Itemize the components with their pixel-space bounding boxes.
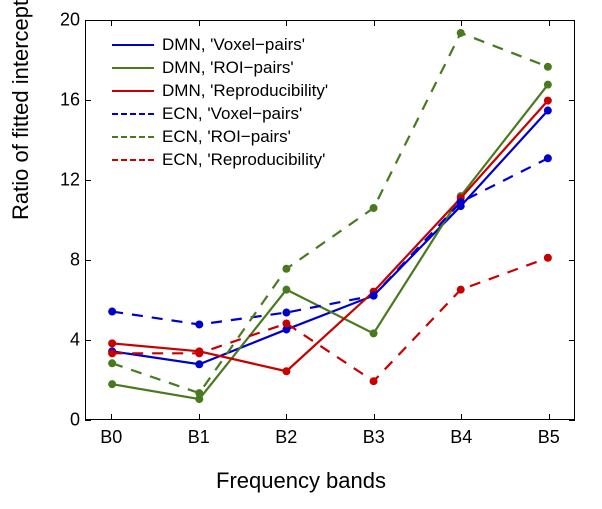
series-marker (108, 380, 116, 388)
legend-item: DMN, 'ROI−pairs' (112, 56, 328, 79)
legend-label: ECN, 'Voxel−pairs' (162, 104, 302, 124)
y-tick-label: 16 (40, 90, 80, 111)
series-marker (195, 360, 203, 368)
x-tick-label: B1 (188, 427, 210, 448)
y-tick-label: 20 (40, 10, 80, 31)
series-marker (370, 329, 378, 337)
legend-swatch (112, 113, 154, 115)
legend-swatch (112, 159, 154, 161)
legend-label: DMN, 'ROI−pairs' (162, 58, 294, 78)
series-marker (544, 97, 552, 105)
legend-swatch (112, 90, 154, 92)
series-marker (544, 63, 552, 71)
series-marker (282, 367, 290, 375)
x-axis-label: Frequency bands (0, 468, 602, 494)
y-tick-label: 4 (40, 330, 80, 351)
chart-container: Ratio of fitted intercepts over slopes F… (0, 0, 602, 509)
series-marker (457, 198, 465, 206)
series-marker (195, 389, 203, 397)
series-marker (457, 286, 465, 294)
series-marker (108, 339, 116, 347)
legend-item: ECN, 'Reproducibility' (112, 148, 328, 171)
series-marker (282, 265, 290, 273)
y-tick-label: 12 (40, 170, 80, 191)
legend-item: DMN, 'Voxel−pairs' (112, 33, 328, 56)
legend-item: ECN, 'ROI−pairs' (112, 125, 328, 148)
legend-label: ECN, 'Reproducibility' (162, 150, 325, 170)
series-marker (370, 204, 378, 212)
y-tick-label: 8 (40, 250, 80, 271)
series-marker (282, 309, 290, 317)
legend-item: ECN, 'Voxel−pairs' (112, 102, 328, 125)
x-tick-label: B5 (538, 427, 560, 448)
series-marker (370, 292, 378, 300)
series-marker (370, 377, 378, 385)
series-marker (108, 349, 116, 357)
series-marker (457, 29, 465, 37)
series-marker (282, 286, 290, 294)
series-marker (195, 320, 203, 328)
series-marker (282, 319, 290, 327)
legend-swatch (112, 136, 154, 138)
series-marker (195, 349, 203, 357)
series-marker (544, 107, 552, 115)
legend-label: ECN, 'ROI−pairs' (162, 127, 291, 147)
legend-label: DMN, 'Reproducibility' (162, 81, 328, 101)
legend-swatch (112, 67, 154, 69)
legend: DMN, 'Voxel−pairs' DMN, 'ROI−pairs' DMN, '… (112, 33, 328, 171)
legend-swatch (112, 44, 154, 46)
series-line (112, 258, 548, 381)
y-axis-label: Ratio of fitted intercepts over slopes (8, 0, 34, 220)
series-marker (544, 81, 552, 89)
y-tick-label: 0 (40, 410, 80, 431)
x-tick-label: B3 (363, 427, 385, 448)
series-marker (544, 154, 552, 162)
series-marker (544, 254, 552, 262)
x-tick-label: B2 (275, 427, 297, 448)
legend-item: DMN, 'Reproducibility' (112, 79, 328, 102)
legend-label: DMN, 'Voxel−pairs' (162, 35, 305, 55)
series-marker (108, 359, 116, 367)
x-tick-label: B4 (450, 427, 472, 448)
x-tick-label: B0 (100, 427, 122, 448)
series-marker (108, 308, 116, 316)
